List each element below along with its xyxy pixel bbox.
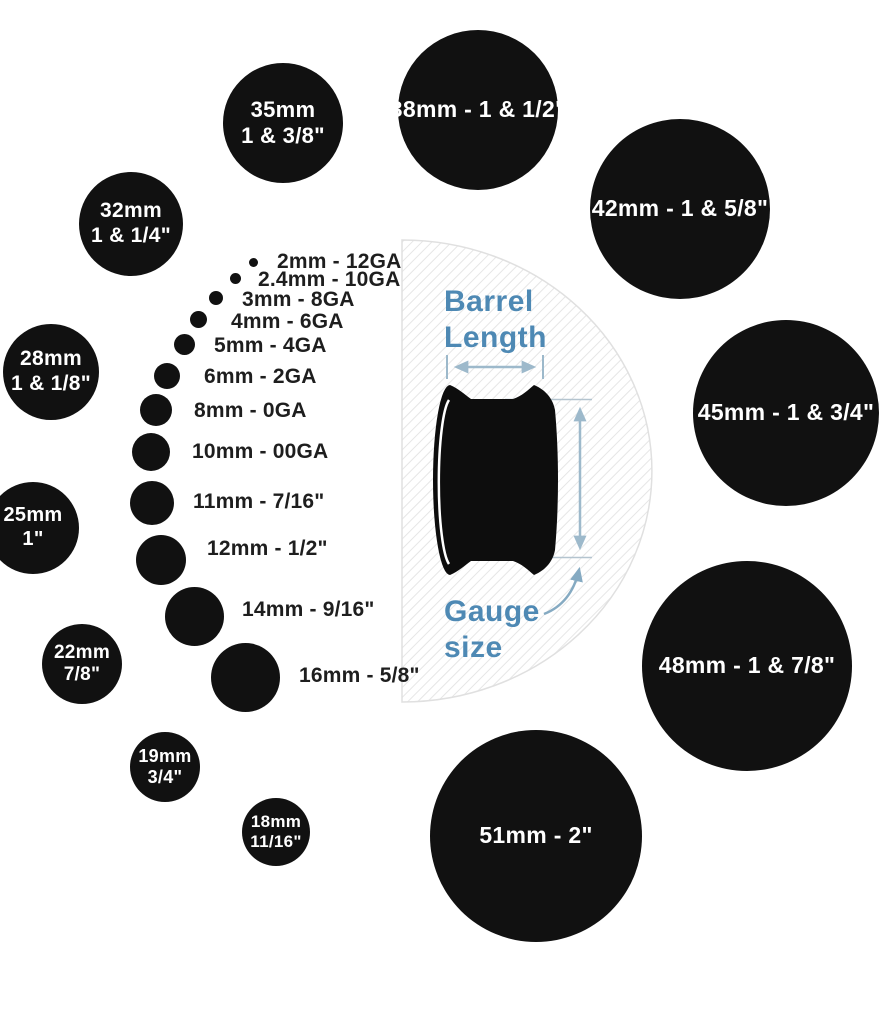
size-circle-text: 22mm bbox=[53, 641, 111, 663]
gauge-dot-label: 4mm - 6GA bbox=[231, 310, 344, 333]
size-circle-25mm: 25mm 1" bbox=[0, 482, 79, 574]
size-circle-text: 1 & 3/8" bbox=[241, 123, 325, 148]
gauge-dot-10mm bbox=[132, 433, 170, 471]
size-circle-text: 25mm bbox=[3, 504, 63, 527]
size-circle-text: 19mm bbox=[138, 745, 192, 766]
gauge-dot-label: 2mm - 12GA bbox=[277, 250, 402, 273]
plug-rim-highlight bbox=[437, 399, 451, 565]
gauge-dot-label: 11mm - 7/16" bbox=[193, 490, 325, 513]
gauge-dot-label: 14mm - 9/16" bbox=[242, 598, 375, 621]
size-circle-22mm: 22mm 7/8" bbox=[42, 624, 122, 704]
size-circle-32mm: 32mm 1 & 1/4" bbox=[79, 172, 183, 276]
size-circle-text: 28mm bbox=[20, 347, 82, 371]
size-circle-text: 51mm - 2" bbox=[479, 822, 593, 849]
size-circle-text: 48mm - 1 & 7/8" bbox=[658, 652, 836, 679]
gauge-dot-12mm bbox=[136, 535, 186, 585]
size-circle-19mm: 19mm 3/4" bbox=[130, 732, 200, 802]
gauge-dot-8mm bbox=[140, 394, 172, 426]
size-circle-text: 1 & 1/4" bbox=[90, 224, 172, 247]
gauge-dot-label: 8mm - 0GA bbox=[194, 399, 307, 422]
gauge-dot-label: 10mm - 00GA bbox=[192, 440, 329, 463]
size-circle-text: 35mm bbox=[250, 97, 316, 123]
gauge-dot-label: 12mm - 1/2" bbox=[207, 537, 328, 560]
size-circle-51mm: 51mm - 2" bbox=[430, 730, 642, 942]
size-circle-38mm: 38mm - 1 & 1/2" bbox=[390, 30, 566, 190]
gauge-dot-14mm bbox=[164, 586, 224, 646]
plug-illustration bbox=[433, 385, 558, 575]
size-circle-text: 45mm - 1 & 3/4" bbox=[697, 399, 875, 426]
size-circle-text: 11/16" bbox=[250, 832, 302, 851]
size-circle-text: 1" bbox=[22, 528, 44, 550]
gauge-dot-label: 3mm - 8GA bbox=[242, 288, 355, 311]
size-circle-18mm: 18mm 11/16" bbox=[242, 798, 310, 866]
size-circle-45mm: 45mm - 1 & 3/4" bbox=[693, 320, 879, 506]
barrel-length-label: Barrel Length bbox=[444, 285, 547, 354]
gauge-dot-6mm bbox=[154, 363, 180, 389]
gauge-dot-4mm bbox=[189, 310, 207, 328]
gauge-dot-16mm bbox=[210, 642, 280, 712]
size-circle-text: 7/8" bbox=[63, 664, 101, 685]
gauge-size-curved-arrow bbox=[543, 566, 583, 616]
size-circle-48mm: 48mm - 1 & 7/8" bbox=[642, 561, 852, 771]
gauge-dot-11mm bbox=[130, 481, 174, 525]
gauge-dot-label: 2.4mm - 10GA bbox=[258, 268, 401, 291]
size-circle-text: 32mm bbox=[100, 199, 162, 223]
size-circle-text: 1 & 1/8" bbox=[10, 372, 92, 395]
gauge-dot-5mm bbox=[173, 333, 195, 355]
size-circle-text: 3/4" bbox=[147, 767, 183, 787]
size-circle-35mm: 35mm 1 & 3/8" bbox=[223, 63, 343, 183]
gauge-dot-2mm bbox=[248, 257, 258, 267]
size-circle-28mm: 28mm 1 & 1/8" bbox=[3, 324, 99, 420]
size-circle-text: 42mm - 1 & 5/8" bbox=[591, 195, 769, 222]
gauge-dot-label: 16mm - 5/8" bbox=[299, 664, 420, 687]
gauge-dot-2.4mm bbox=[229, 272, 241, 284]
size-circle-text: 18mm bbox=[250, 811, 302, 831]
gauge-dot-label: 6mm - 2GA bbox=[204, 365, 317, 388]
gauge-size-label: Gauge size bbox=[444, 595, 540, 664]
gauge-dot-3mm bbox=[209, 291, 223, 305]
size-circle-42mm: 42mm - 1 & 5/8" bbox=[590, 119, 770, 299]
size-circle-text: 38mm - 1 & 1/2" bbox=[389, 96, 567, 123]
gauge-dot-label: 5mm - 4GA bbox=[214, 334, 327, 357]
